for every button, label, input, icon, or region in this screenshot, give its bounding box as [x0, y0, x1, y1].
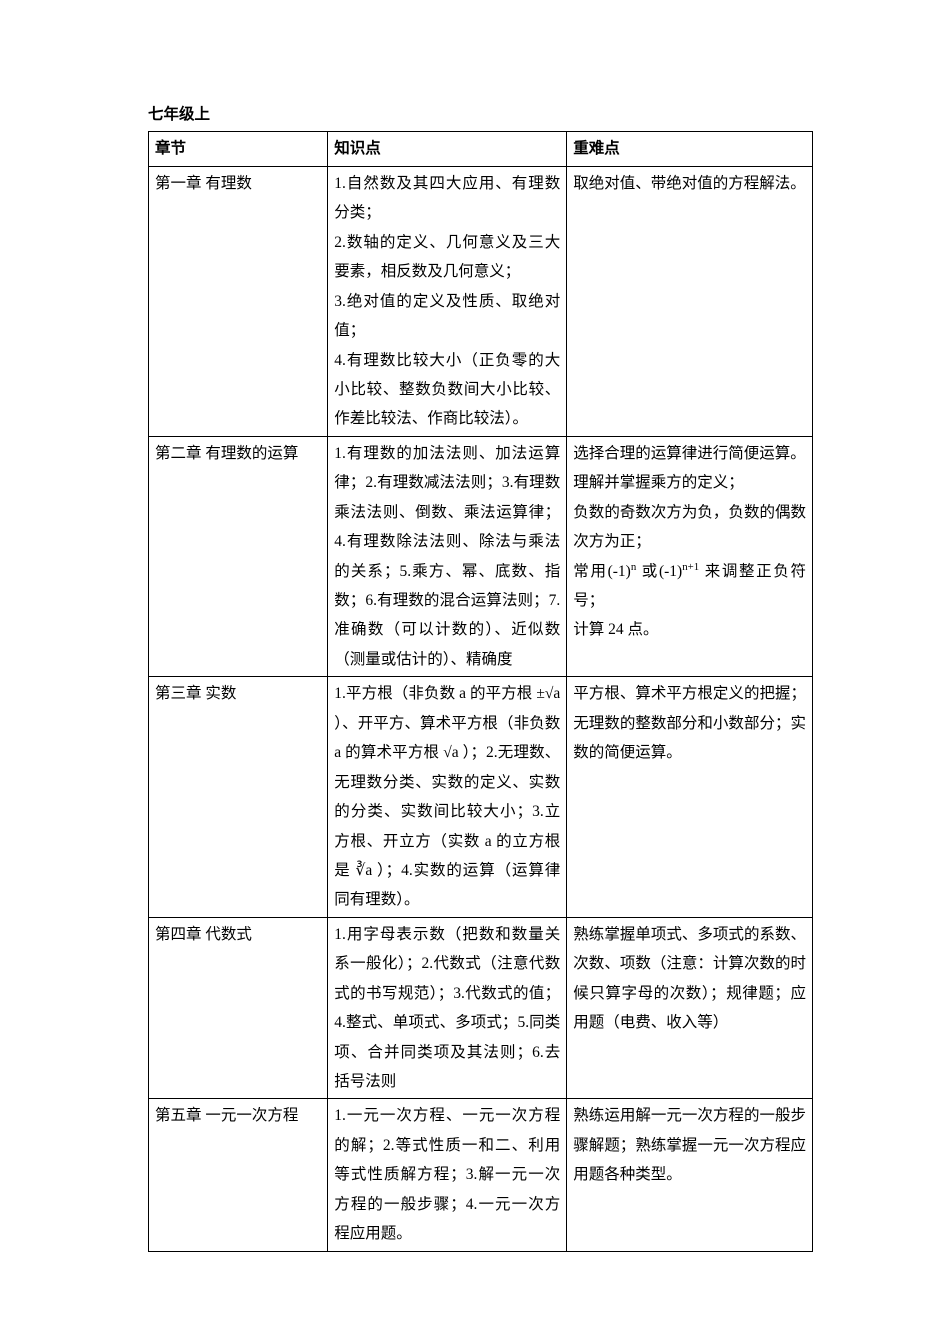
- cell-points: 1.平方根（非负数 a 的平方根 ±√a ）、开平方、算术平方根（非负数 a 的…: [328, 677, 567, 918]
- table-row: 第四章 代数式 1.用字母表示数（把数和数量关系一般化）；2.代数式（注意代数式…: [149, 917, 813, 1099]
- table-row: 第五章 一元一次方程 1.一元一次方程、一元一次方程的解；2.等式性质一和二、利…: [149, 1099, 813, 1251]
- table-row: 第二章 有理数的运算 1.有理数的加法法则、加法运算律；2.有理数减法法则；3.…: [149, 436, 813, 677]
- table-row: 第三章 实数 1.平方根（非负数 a 的平方根 ±√a ）、开平方、算术平方根（…: [149, 677, 813, 918]
- cell-chapter: 第五章 一元一次方程: [149, 1099, 328, 1251]
- cell-difficult: 熟练运用解一元一次方程的一般步骤解题；熟练掌握一元一次方程应用题各种类型。: [567, 1099, 813, 1251]
- cell-difficult: 取绝对值、带绝对值的方程解法。: [567, 166, 813, 436]
- table-header-row: 章节 知识点 重难点: [149, 132, 813, 166]
- cell-chapter: 第二章 有理数的运算: [149, 436, 328, 677]
- cell-difficult: 熟练掌握单项式、多项式的系数、次数、项数（注意：计算次数的时候只算字母的次数）；…: [567, 917, 813, 1099]
- cell-chapter: 第三章 实数: [149, 677, 328, 918]
- curriculum-table: 章节 知识点 重难点 第一章 有理数 1.自然数及其四大应用、有理数分类；2.数…: [148, 131, 813, 1251]
- cell-points: 1.自然数及其四大应用、有理数分类；2.数轴的定义、几何意义及三大要素，相反数及…: [328, 166, 567, 436]
- header-chapter: 章节: [149, 132, 328, 166]
- cell-chapter: 第四章 代数式: [149, 917, 328, 1099]
- cell-points: 1.有理数的加法法则、加法运算律；2.有理数减法法则；3.有理数乘法法则、倒数、…: [328, 436, 567, 677]
- cell-difficult: 平方根、算术平方根定义的把握；无理数的整数部分和小数部分；实数的简便运算。: [567, 677, 813, 918]
- cell-points: 1.用字母表示数（把数和数量关系一般化）；2.代数式（注意代数式的书写规范）；3…: [328, 917, 567, 1099]
- cell-difficult: 选择合理的运算律进行简便运算。理解并掌握乘方的定义；负数的奇数次方为负，负数的偶…: [567, 436, 813, 677]
- cell-chapter: 第一章 有理数: [149, 166, 328, 436]
- page-title: 七年级上: [148, 100, 813, 129]
- table-row: 第一章 有理数 1.自然数及其四大应用、有理数分类；2.数轴的定义、几何意义及三…: [149, 166, 813, 436]
- header-difficult: 重难点: [567, 132, 813, 166]
- cell-points: 1.一元一次方程、一元一次方程的解；2.等式性质一和二、利用等式性质解方程；3.…: [328, 1099, 567, 1251]
- header-points: 知识点: [328, 132, 567, 166]
